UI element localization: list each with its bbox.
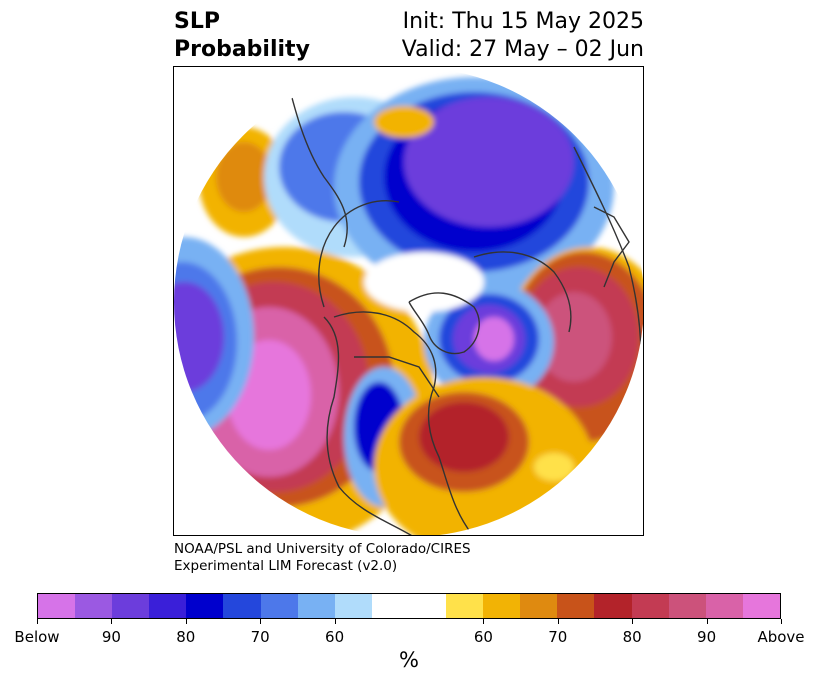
credit-line1: NOAA/PSL and University of Colorado/CIRE…	[174, 541, 471, 557]
colorbar-tick-mark	[185, 619, 187, 624]
date-block: Init: Thu 15 May 2025 Valid: 27 May – 02…	[402, 8, 644, 64]
colorbar-tick-mark	[557, 619, 559, 624]
central-neutral	[364, 252, 484, 312]
atlantic-small-above	[534, 453, 574, 481]
colorbar-tick-mark	[334, 619, 336, 624]
na-border	[354, 356, 440, 398]
asia-east-coast	[283, 67, 348, 248]
na-west-coast	[323, 316, 415, 535]
colorbar-segment	[446, 594, 484, 618]
colorbar-segment	[75, 594, 113, 618]
colorbar-tick-label: 60	[325, 628, 345, 646]
colorbar-segment	[742, 594, 780, 618]
arctic-below-core	[404, 97, 574, 227]
colorbar-tick-mark	[632, 619, 634, 624]
coastlines	[283, 67, 642, 535]
colorbar-segment	[594, 594, 632, 618]
title-line1: SLP	[174, 9, 220, 34]
atlantic-below-core	[474, 317, 514, 361]
colorbar-tick-mark	[706, 619, 708, 624]
europe-borders	[593, 206, 630, 288]
greenland-outline	[408, 292, 480, 355]
colorbar-segment	[149, 594, 187, 618]
title-line2: Probability	[174, 37, 310, 62]
colorbar-tick-label: 70	[250, 628, 270, 646]
polar-map-svg	[174, 67, 643, 535]
north-above-small	[374, 106, 434, 138]
colorbar-segment	[334, 594, 372, 618]
west-pacific-below-core	[174, 282, 224, 392]
scandinavia-coast	[473, 251, 572, 333]
colorbar-segment	[297, 594, 335, 618]
east-na-above-core	[419, 402, 509, 472]
colorbar-tick-mark	[483, 619, 485, 624]
probability-map	[173, 66, 644, 536]
na-east-coast	[333, 311, 475, 535]
colorbar-segment	[668, 594, 706, 618]
colorbar-tick-label: 80	[622, 628, 642, 646]
colorbar-segment	[483, 594, 521, 618]
colorbar-unit: %	[399, 648, 419, 672]
colorbar-tick-label: 90	[697, 628, 717, 646]
colorbar-segment	[38, 594, 76, 618]
colorbar-segment	[520, 594, 558, 618]
colorbar-tick-label: Below	[14, 628, 60, 646]
colorbar-segment	[631, 594, 669, 618]
colorbar-tick-label: 70	[548, 628, 568, 646]
init-date: Init: Thu 15 May 2025	[402, 9, 644, 34]
colorbar-tick-label: Above	[757, 628, 805, 646]
alaska-siberia-coast	[318, 200, 400, 308]
title-block: SLP Probability	[174, 8, 310, 64]
colorbar-segment	[705, 594, 743, 618]
colorbar-segment	[260, 594, 298, 618]
colorbar-segment	[371, 594, 447, 618]
asia-above-core	[216, 142, 272, 212]
probability-field	[174, 77, 643, 535]
credit-line2: Experimental LIM Forecast (v2.0)	[174, 558, 398, 574]
colorbar-tick-label: 90	[101, 628, 121, 646]
colorbar-tick-label: 60	[473, 628, 493, 646]
colorbar	[37, 593, 781, 619]
colorbar-tick-mark	[37, 619, 38, 624]
valid-date: Valid: 27 May – 02 Jun	[401, 37, 644, 62]
eurasia-above-core	[536, 292, 612, 382]
colorbar-segment	[112, 594, 150, 618]
colorbar-tick-label: 80	[176, 628, 196, 646]
colorbar-segment	[557, 594, 595, 618]
colorbar-segment	[223, 594, 261, 618]
credit-block: NOAA/PSL and University of Colorado/CIRE…	[174, 541, 471, 575]
colorbar-segment	[186, 594, 224, 618]
colorbar-tick-mark	[111, 619, 113, 624]
colorbar-tick-mark	[781, 619, 782, 624]
colorbar-tick-mark	[260, 619, 262, 624]
